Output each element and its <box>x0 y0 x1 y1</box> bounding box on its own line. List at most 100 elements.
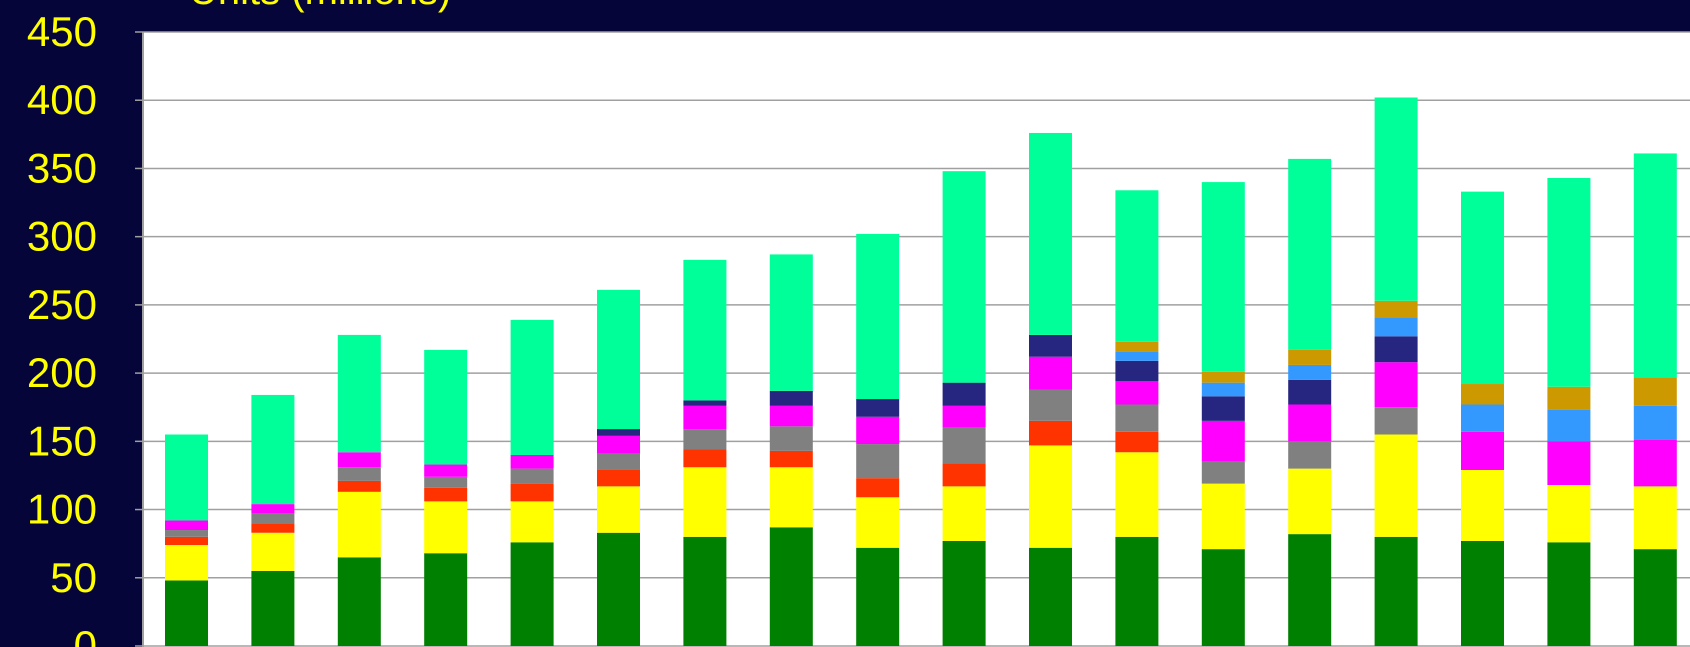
bar-segment <box>1029 334 1072 357</box>
bar-segment <box>942 171 986 383</box>
bar-segment <box>769 527 813 646</box>
bar-segment <box>1547 386 1591 410</box>
bar-segment <box>942 463 986 487</box>
bar-segment <box>1201 382 1245 397</box>
bar-segment <box>683 259 727 401</box>
bar-segment <box>1115 452 1159 537</box>
bar-segment <box>856 233 900 400</box>
bar-segment <box>683 449 727 468</box>
bar-segment <box>1633 486 1677 550</box>
bar-segment <box>597 469 640 487</box>
bar-segment <box>165 545 208 581</box>
bar-segment <box>769 390 813 406</box>
bar-segment <box>1547 542 1591 646</box>
bar-segment <box>337 467 381 481</box>
bar-segment <box>1461 540 1504 646</box>
bar-segment <box>1633 549 1677 646</box>
bar-segment <box>1029 547 1072 646</box>
bar-segment <box>1029 420 1072 446</box>
bar-segment <box>1115 341 1159 352</box>
bar-segment <box>597 429 640 436</box>
bar-segment <box>1374 362 1418 408</box>
y-tick-label: 300 <box>27 213 97 260</box>
plot-area <box>143 32 1690 647</box>
bar-segment <box>1115 351 1159 361</box>
bar-segment <box>424 464 468 477</box>
bar-segment <box>1115 431 1159 453</box>
bar-segment <box>1547 409 1591 442</box>
bar-segment <box>424 553 468 646</box>
bar-segment <box>597 435 640 454</box>
bar-segment <box>1461 384 1504 405</box>
bar-segment <box>942 405 986 428</box>
y-tick-label: 50 <box>50 554 97 601</box>
bar-segment <box>1201 396 1245 421</box>
bar-segment <box>1288 534 1332 646</box>
bar-segment <box>683 429 727 450</box>
bar-segment <box>1374 300 1418 318</box>
bar-segment <box>1201 182 1245 372</box>
bar-segment <box>769 405 813 427</box>
bar-segment <box>1461 469 1504 541</box>
bar-segment <box>856 478 900 498</box>
bar-segment <box>1288 364 1332 380</box>
bar-segment <box>1374 97 1418 301</box>
bar-segment <box>510 483 554 502</box>
bar-segment <box>1029 389 1072 421</box>
bar-segment <box>1288 158 1332 350</box>
bar-segment <box>1374 434 1418 537</box>
bar-segment <box>597 532 640 646</box>
bar-segment <box>1288 404 1332 442</box>
bar-segment <box>165 580 208 646</box>
bar-segment <box>1201 461 1245 484</box>
axis-title: Units (millions) <box>189 0 451 13</box>
bar-segment <box>942 382 986 406</box>
bar-segment <box>1461 431 1504 470</box>
bar-segment <box>251 513 295 524</box>
bar-segment <box>683 400 727 406</box>
bar-segment <box>1029 132 1072 335</box>
bar-segment <box>337 452 381 468</box>
bar-segment <box>1374 317 1418 337</box>
y-tick-label: 400 <box>27 76 97 123</box>
bar-segment <box>424 349 468 465</box>
bar-segment <box>165 530 208 537</box>
bar-segment <box>597 289 640 430</box>
bar-segment <box>1633 405 1677 440</box>
bar-segment <box>1288 468 1332 535</box>
bar-segment <box>1633 439 1677 487</box>
bar-segment <box>683 405 727 430</box>
bar-segment <box>337 480 381 492</box>
bar-segment <box>1029 356 1072 390</box>
bar-segment <box>1029 445 1072 548</box>
bar-segment <box>165 536 208 546</box>
y-tick-label: 150 <box>27 417 97 464</box>
bar-segment <box>165 434 208 521</box>
y-tick-label: 250 <box>27 281 97 328</box>
bar-segment <box>856 416 900 445</box>
bar-segment <box>510 454 554 469</box>
bar-segment <box>424 501 468 554</box>
bar-segment <box>1374 407 1418 435</box>
bar-segment <box>1115 190 1159 342</box>
bar-segment <box>856 497 900 548</box>
bar-segment <box>1115 404 1159 432</box>
bar-segment <box>683 536 727 646</box>
bar-segment <box>251 532 295 571</box>
bar-segment <box>769 467 813 528</box>
bar-segment <box>510 468 554 484</box>
y-tick-label: 450 <box>27 8 97 55</box>
bar-segment <box>1547 177 1591 387</box>
bar-segment <box>1633 377 1677 406</box>
bar-segment <box>769 426 813 451</box>
bar-segment <box>165 520 208 531</box>
bar-segment <box>1288 441 1332 469</box>
bar-segment <box>1201 483 1245 550</box>
bar-segment <box>337 491 381 558</box>
bar-segment <box>1374 336 1418 363</box>
bar-segment <box>1547 441 1591 485</box>
bar-segment <box>1288 349 1332 365</box>
bar-segment <box>251 570 295 646</box>
